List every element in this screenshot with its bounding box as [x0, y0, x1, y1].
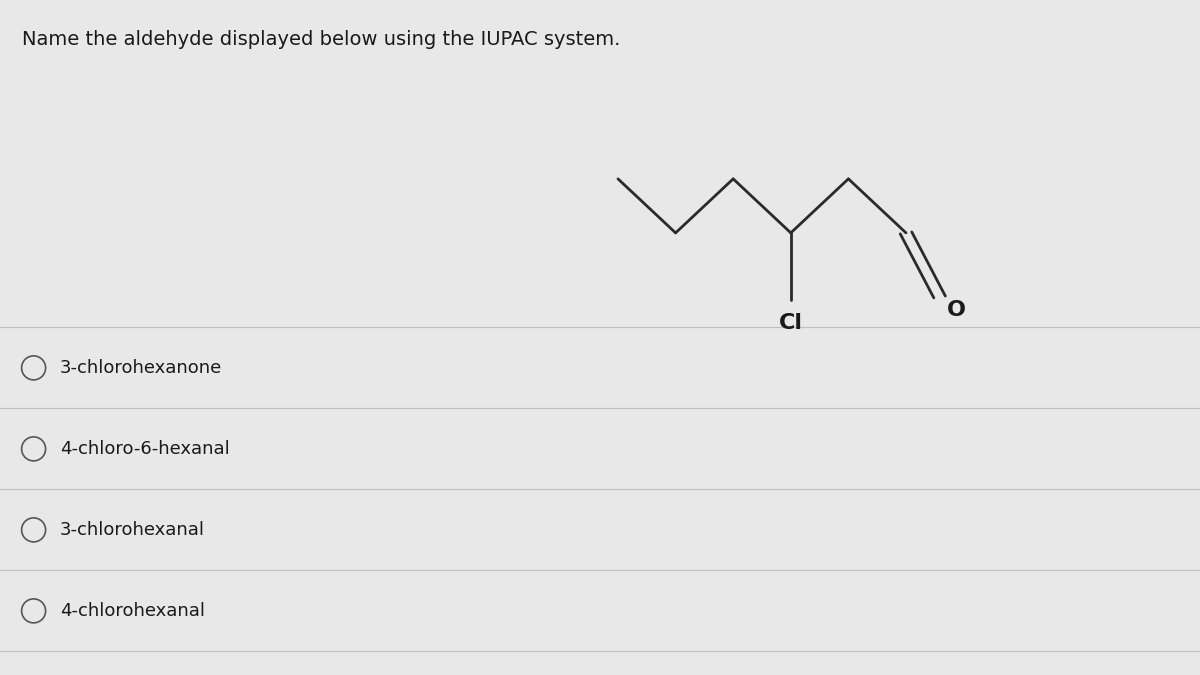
Text: Name the aldehyde displayed below using the IUPAC system.: Name the aldehyde displayed below using …	[22, 30, 620, 49]
Text: Cl: Cl	[779, 313, 803, 333]
Text: 4-chloro-6-hexanal: 4-chloro-6-hexanal	[60, 440, 229, 458]
Text: 3-chlorohexanal: 3-chlorohexanal	[60, 521, 205, 539]
Text: 3-chlorohexanone: 3-chlorohexanone	[60, 359, 222, 377]
Text: O: O	[947, 300, 966, 321]
Text: 4-chlorohexanal: 4-chlorohexanal	[60, 602, 205, 620]
